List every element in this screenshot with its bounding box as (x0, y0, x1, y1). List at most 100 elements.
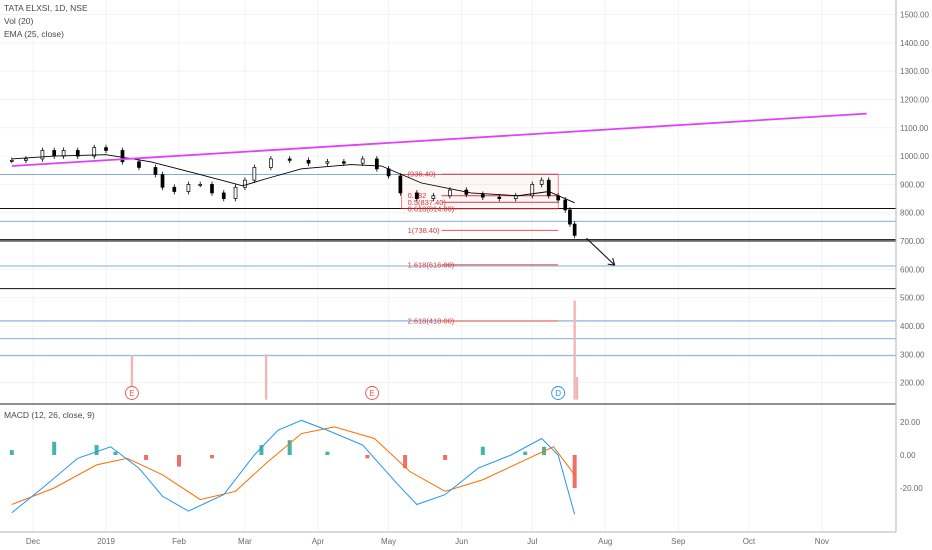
candle-body (233, 186, 238, 199)
candle-body (572, 223, 577, 236)
candle-body (374, 158, 379, 170)
candle-body (252, 167, 257, 181)
macd-histogram-bar (403, 455, 408, 469)
macd-histogram-bar (523, 451, 528, 455)
macd-histogram-bar (52, 441, 57, 455)
event-marker[interactable] (365, 386, 380, 400)
ema-line (11, 154, 575, 204)
volume-bar (573, 300, 576, 400)
price-tick-label: 300.00 (900, 350, 925, 359)
price-tick-label: 400.00 (900, 322, 925, 331)
macd-histogram-bar (144, 455, 149, 460)
price-tick-label: 700.00 (900, 237, 925, 246)
price-tick-label: 600.00 (900, 265, 925, 274)
event-marker[interactable] (551, 386, 566, 400)
candle-body (530, 184, 535, 197)
time-tick-label: Oct (743, 537, 756, 546)
candle-body (160, 174, 165, 188)
time-tick-label: Apr (312, 537, 325, 546)
fib-zone[interactable] (401, 173, 559, 210)
candle-body (539, 179, 544, 185)
price-tick-label: 500.00 (900, 294, 925, 303)
price-tick-label: 1300.00 (900, 67, 929, 76)
macd-signal-line (11, 426, 576, 505)
macd-histogram-bar (480, 446, 485, 455)
time-tick-label: May (381, 537, 396, 546)
legend-symbol[interactable]: TATA ELXSI, 1D, NSE (4, 3, 88, 13)
candle-body (137, 161, 141, 168)
price-tick-label: 1400.00 (900, 39, 929, 48)
volume-bars (130, 300, 579, 400)
macd-histogram-bar (177, 455, 182, 467)
macd-histogram-bar (443, 455, 448, 460)
price-candles (9, 144, 577, 239)
macd-histogram-bar (572, 455, 577, 488)
candle-body (172, 186, 177, 192)
candle-body (513, 195, 518, 199)
candle-body (269, 158, 273, 168)
fibonacci-extension[interactable]: (936.40)0.3820.5(837.40)0.618(814.00)1(7… (401, 170, 559, 326)
arrow-head[interactable] (607, 257, 616, 266)
macd-histogram-bar (9, 450, 14, 455)
candle-body (120, 150, 125, 163)
candle-body (546, 179, 551, 197)
fib-level-label: 0.5(837.40) (408, 198, 447, 207)
time-tick-label: Nov (815, 537, 829, 546)
macd-histogram-bar (287, 440, 292, 455)
candle-body (198, 184, 203, 186)
candle-body (287, 158, 292, 161)
candle-body (40, 150, 45, 160)
time-tick-label: Dec (26, 537, 40, 546)
time-tick-label: Aug (598, 537, 612, 546)
candle-body (92, 147, 97, 157)
macd-pane (9, 419, 577, 515)
time-tick-label: Jul (527, 537, 537, 546)
candle-body (325, 161, 330, 164)
time-tick-label: 2019 (97, 537, 115, 546)
macd-line (11, 419, 576, 515)
price-tick-label: 800.00 (900, 209, 925, 218)
event-letter: E (129, 389, 134, 398)
candle-body (480, 193, 485, 198)
time-tick-label: Feb (172, 537, 186, 546)
macd-tick-label: -20.00 (900, 484, 923, 493)
candle-body (61, 150, 66, 157)
trendline[interactable] (11, 112, 867, 167)
candle-body (243, 179, 247, 188)
candle-body (210, 184, 214, 194)
candle-body (52, 150, 57, 157)
candle-body (342, 161, 346, 164)
volume-bar (264, 354, 268, 400)
legend-volume[interactable]: Vol (20) (4, 16, 34, 26)
price-tick-label: 1200.00 (900, 95, 929, 104)
fib-level-label: 1.618(616.00) (408, 260, 455, 269)
price-tick-label: 1000.00 (900, 152, 929, 161)
legend-ema[interactable]: EMA (25, close) (4, 29, 64, 39)
fib-level-label: 2.618(418.00) (408, 316, 455, 325)
time-tick-label: Sep (671, 537, 686, 546)
candle-body (153, 167, 158, 175)
time-tick-label: Jun (455, 537, 468, 546)
event-marker[interactable] (124, 386, 139, 400)
candle-body (306, 159, 311, 164)
legend-macd[interactable]: MACD (12, 26, close, 9) (4, 410, 95, 420)
candle-body (360, 158, 365, 164)
price-tick-label: 1500.00 (900, 11, 929, 20)
fib-level-label: 1(738.40) (408, 226, 441, 235)
candle-body (568, 209, 572, 225)
candle-body (431, 195, 436, 199)
candle-body (563, 199, 568, 211)
candle-body (415, 192, 419, 199)
macd-tick-label: 0.00 (900, 451, 916, 460)
candle-body (447, 189, 452, 197)
candle-body (221, 192, 226, 199)
volume-bar (130, 355, 134, 400)
macd-histogram-bar (209, 455, 214, 459)
macd-histogram-bar (94, 445, 99, 455)
arrow-shaft[interactable] (586, 237, 616, 266)
candle-body (398, 175, 403, 194)
